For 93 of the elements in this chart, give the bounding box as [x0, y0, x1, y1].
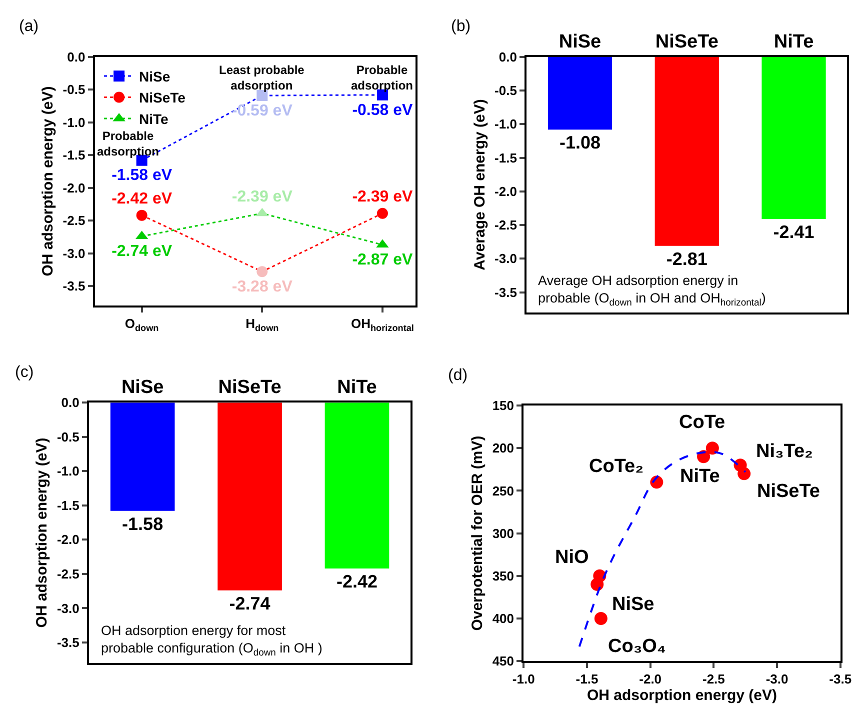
- y-axis-title: Overpotential for OER (mV): [469, 436, 486, 631]
- x-tick-label: NiSe: [121, 376, 164, 398]
- data-label: -1.08: [559, 132, 601, 153]
- y-tick-label: -2.0: [494, 184, 517, 199]
- point: [136, 210, 148, 221]
- x-tick-label: -2.0: [639, 672, 662, 687]
- y-tick-label: -3.5: [56, 635, 80, 650]
- annotation: NiSeTe: [757, 481, 820, 502]
- annotation: Co₃O₄: [608, 636, 666, 657]
- x-tick-label: OH$_{horizontal}$: [350, 316, 414, 333]
- y-tick-label: 300: [492, 526, 514, 541]
- x-tick-label: NiTe: [774, 31, 814, 52]
- chart-title: (d): [448, 367, 468, 384]
- annotation: OH adsorption energy for most probable configuration (O$_{down}$ in OH ): [101, 623, 322, 658]
- x-tick-label: NiSeTe: [218, 376, 282, 398]
- data-label: -0.59 eV: [232, 102, 293, 120]
- chart-title: (a): [19, 18, 39, 35]
- data-label: -2.42: [336, 571, 378, 592]
- x-tick-label: -1.0: [512, 672, 535, 687]
- x-tick-label: -2.5: [702, 672, 725, 687]
- x-tick-label: NiTe: [337, 376, 377, 398]
- y-tick-label: 0.0: [498, 49, 517, 64]
- annotation: Ni₃Te₂: [756, 441, 813, 462]
- y-tick-label: -2.5: [62, 213, 86, 228]
- legend-label: NiSeTe: [139, 90, 186, 106]
- x-axis-title: OH adsorption energy (eV): [586, 687, 778, 704]
- y-tick-label: -2.5: [494, 218, 517, 233]
- y-tick-label: -3.0: [56, 600, 80, 616]
- y-tick-label: -1.0: [494, 116, 517, 132]
- y-tick-label: -2.5: [56, 566, 80, 582]
- annotation: NiTe: [680, 466, 720, 487]
- y-tick-label: -0.5: [62, 82, 86, 98]
- y-tick-label: 450: [492, 654, 514, 669]
- annotation: NiO: [555, 547, 589, 568]
- data-label: -3.28 eV: [232, 278, 293, 296]
- x-tick-label: -1.5: [576, 672, 598, 687]
- y-axis-title: OH adsorption energy (eV): [34, 438, 51, 628]
- point: [594, 612, 608, 625]
- y-axis-title: OH adsorption energy (eV): [40, 86, 57, 276]
- y-tick-label: -3.0: [494, 251, 517, 266]
- data-label: -2.42 eV: [112, 190, 172, 208]
- point: [590, 578, 604, 591]
- annotation: Probable adsorption: [97, 129, 159, 159]
- y-tick-label: -3.5: [494, 284, 517, 300]
- data-label: -2.41: [773, 222, 814, 242]
- data-label: -2.81: [666, 248, 708, 269]
- annotation: NiSe: [612, 594, 654, 615]
- point: [738, 467, 751, 480]
- y-tick-label: -3.5: [62, 278, 86, 294]
- x-tick-label: -3.5: [829, 672, 852, 687]
- y-tick-label: 350: [492, 568, 514, 584]
- data-label: -0.58 eV: [352, 102, 414, 119]
- data-label: -2.74 eV: [112, 243, 172, 260]
- y-tick-label: 250: [492, 483, 514, 498]
- y-tick-label: 150: [492, 398, 514, 414]
- x-tick-label: NiSe: [558, 31, 602, 52]
- y-tick-label: 200: [492, 440, 514, 456]
- annotation: Average OH adsorption energy in probable (O$_{down}$ in OH and OH$_{horizontal}$): [538, 273, 766, 308]
- x-tick-label: NiSeTe: [655, 31, 718, 52]
- y-tick-label: -2.0: [62, 180, 86, 196]
- y-tick-label: 400: [492, 611, 514, 626]
- y-tick-label: -0.5: [56, 429, 80, 444]
- y-tick-label: -1.0: [56, 464, 80, 479]
- annotation: CoTe: [679, 412, 726, 433]
- annotation: Least probable adsorption: [219, 63, 305, 93]
- y-axis-title: Average OH energy (eV): [471, 99, 488, 270]
- point: [706, 442, 719, 455]
- data-label: -2.74: [229, 593, 270, 614]
- y-tick-label: 0.0: [67, 49, 86, 64]
- legend-label: NiTe: [139, 110, 169, 127]
- y-tick-label: -2.0: [56, 532, 80, 548]
- point: [256, 266, 268, 278]
- data-label: -1.58: [122, 514, 164, 534]
- y-tick-label: -1.0: [62, 114, 86, 130]
- y-tick-label: -1.5: [62, 148, 86, 163]
- x-tick-label: O$_{down}$: [124, 316, 159, 333]
- chart-title: (b): [451, 18, 471, 35]
- data-label: -1.58 eV: [112, 167, 172, 184]
- data-label: -2.87 eV: [352, 252, 414, 269]
- annotation: CoTe₂: [589, 456, 644, 477]
- data-label: -2.39 eV: [232, 188, 293, 206]
- x-tick-label: -3.0: [766, 672, 788, 687]
- y-tick-label: -3.0: [62, 246, 86, 261]
- annotation: Probable adsorption: [351, 63, 413, 93]
- y-tick-label: -0.5: [494, 83, 517, 98]
- legend-label: NiSe: [139, 68, 170, 85]
- data-label: -2.39 eV: [352, 188, 414, 206]
- y-tick-label: -1.5: [494, 150, 517, 166]
- y-tick-label: -1.5: [56, 498, 80, 513]
- chart-title: (c): [15, 364, 34, 381]
- y-tick-label: 0.0: [61, 395, 80, 410]
- x-tick-label: H$_{down}$: [246, 316, 279, 333]
- point: [376, 208, 388, 219]
